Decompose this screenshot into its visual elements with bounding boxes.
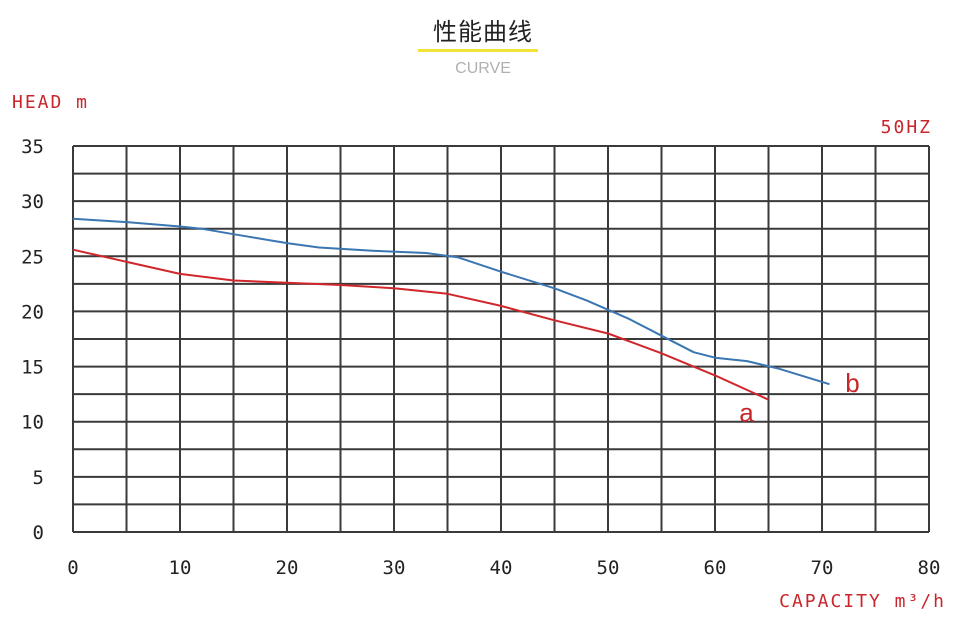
series-label-a: a [739, 398, 754, 428]
y-tick-label: 0 [33, 522, 44, 544]
y-tick-label: 5 [33, 467, 44, 489]
title-underline [418, 49, 538, 52]
chart-title: 性能曲线 [433, 18, 533, 46]
x-tick-label: 70 [811, 557, 834, 579]
y-tick-label: 35 [21, 136, 44, 158]
y-tick-label: 25 [21, 246, 44, 268]
y-tick-label: 30 [21, 191, 44, 213]
y-tick-label: 15 [21, 357, 44, 379]
y-tick-label: 10 [21, 412, 44, 434]
chart-subtitle: CURVE [455, 60, 511, 77]
series-line-a [72, 248, 769, 401]
x-tick-label: 0 [67, 557, 78, 579]
x-tick-label: 80 [918, 557, 941, 579]
x-tick-label: 20 [276, 557, 299, 579]
x-tick-label: 50 [597, 557, 620, 579]
y-tick-label: 20 [21, 301, 44, 323]
series-line-b [72, 217, 830, 386]
x-axis-label: CAPACITY m³/h [779, 591, 946, 612]
frequency-annotation: 50HZ [880, 117, 932, 138]
x-tick-label: 10 [169, 557, 192, 579]
x-tick-label: 60 [704, 557, 727, 579]
y-axis-label: HEAD m [12, 92, 90, 113]
x-tick-label: 40 [490, 557, 513, 579]
series-label-b: b [845, 368, 859, 398]
x-tick-label: 30 [383, 557, 406, 579]
